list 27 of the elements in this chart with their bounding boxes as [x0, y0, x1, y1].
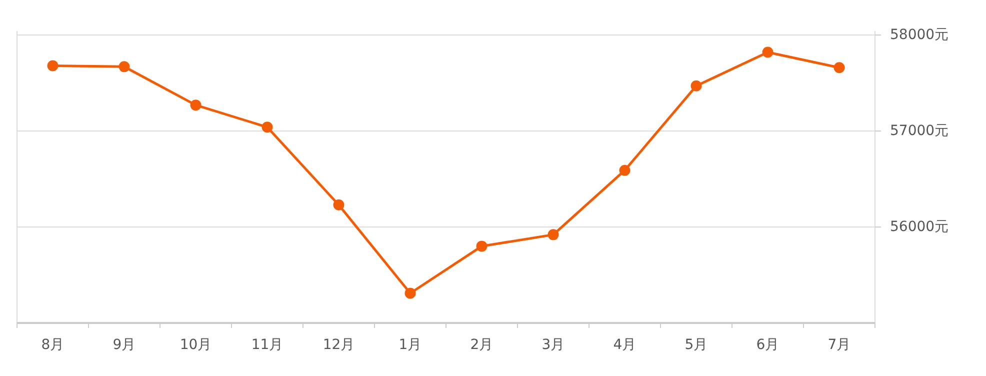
x-tick-label: 7月 [828, 337, 851, 353]
x-tick-label: 1月 [398, 337, 422, 353]
x-tick-label: 4月 [613, 337, 636, 353]
point [690, 80, 702, 92]
point [118, 61, 130, 72]
x-tick-label: 11月 [251, 337, 284, 353]
x-tick-label: 2月 [470, 337, 494, 353]
y-tick-label: 57000元 [890, 122, 949, 139]
point [834, 62, 845, 74]
point [333, 199, 344, 210]
x-tick-label: 10月 [180, 337, 212, 353]
point [47, 60, 58, 72]
x-tick-label: 6月 [756, 337, 780, 353]
point [548, 229, 559, 240]
x-tick-label: 5月 [684, 337, 708, 353]
x-tick-label: 12月 [322, 337, 355, 353]
point [476, 240, 488, 252]
x-tick-label: 3月 [542, 337, 565, 353]
point [619, 164, 630, 176]
x-tick-label: 9月 [112, 337, 136, 353]
point [762, 46, 774, 58]
y-tick-label: 58000元 [890, 26, 949, 43]
point [262, 122, 273, 133]
point [190, 100, 202, 111]
x-tick-label: 8月 [41, 337, 64, 353]
point [404, 288, 416, 299]
y-tick-label: 56000元 [890, 218, 949, 235]
